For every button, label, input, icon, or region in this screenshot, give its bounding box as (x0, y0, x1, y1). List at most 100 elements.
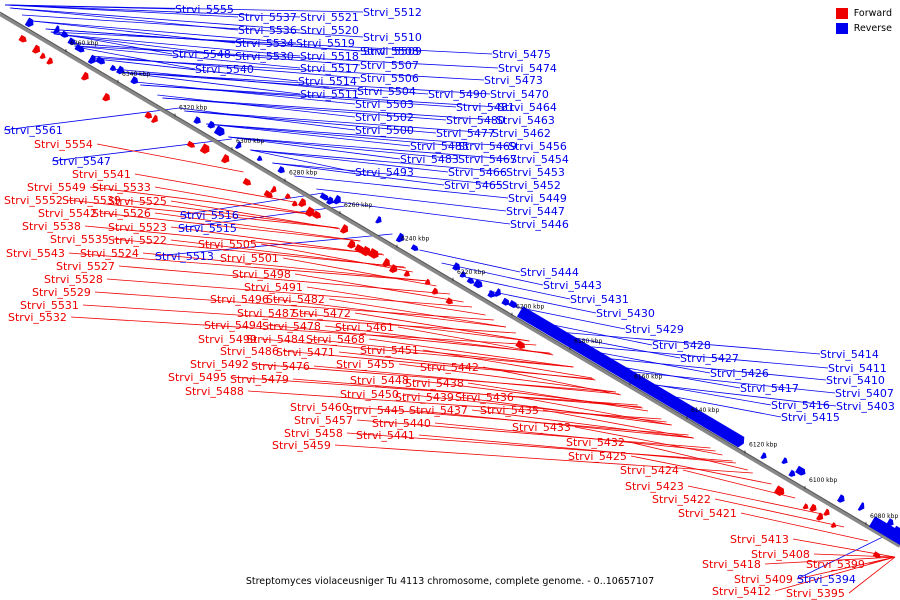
gene-label[interactable]: Strvi_5511 (300, 88, 359, 101)
gene-label[interactable]: Strvi_5408 (751, 548, 810, 561)
gene-label[interactable]: Strvi_5454 (510, 153, 569, 166)
gene-label[interactable]: Strvi_5481 (456, 101, 515, 114)
gene-label[interactable]: Strvi_5476 (251, 360, 310, 373)
gene-label[interactable]: Strvi_5517 (300, 62, 359, 75)
gene-label[interactable]: Strvi_5417 (740, 382, 799, 395)
gene-label[interactable]: Strvi_5470 (490, 88, 549, 101)
gene-label[interactable]: Strvi_5542 (38, 207, 97, 220)
gene-label[interactable]: Strvi_5469 (458, 140, 517, 153)
gene-label[interactable]: Strvi_5407 (835, 387, 894, 400)
gene-label[interactable]: Strvi_5513 (155, 250, 214, 263)
gene-label[interactable]: Strvi_5468 (306, 333, 365, 346)
gene-label[interactable]: Strvi_5414 (820, 348, 879, 361)
gene-label[interactable]: Strvi_5506 (360, 72, 419, 85)
gene-label[interactable]: Strvi_5479 (230, 373, 289, 386)
gene-label[interactable]: Strvi_5530 (235, 50, 294, 63)
gene-label[interactable]: Strvi_5459 (272, 439, 331, 452)
gene-label[interactable]: Strvi_5490 (428, 88, 487, 101)
gene-label[interactable]: Strvi_5429 (625, 323, 684, 336)
gene-label[interactable]: Strvi_5472 (292, 307, 351, 320)
gene-label[interactable]: Strvi_5525 (108, 195, 167, 208)
gene-label[interactable]: Strvi_5449 (508, 192, 567, 205)
gene-label[interactable]: Strvi_5536 (238, 24, 297, 37)
gene-labels[interactable]: Strvi_5555 Strvi_5537 Strvi_5521 Strvi_5512… (4, 3, 895, 600)
gene-label[interactable]: Strvi_5488 (185, 385, 244, 398)
gene-label[interactable]: Strvi_5487 (237, 307, 296, 320)
gene-label[interactable]: Strvi_5549 (27, 181, 86, 194)
gene-label[interactable]: Strvi_5458 (284, 427, 343, 440)
gene-label[interactable]: Strvi_5456 (508, 140, 567, 153)
gene-label[interactable]: Strvi_5462 (492, 127, 551, 140)
gene-label[interactable]: Strvi_5399 (806, 558, 865, 571)
gene-label[interactable]: Strvi_5416 (771, 399, 830, 412)
gene-label[interactable]: Strvi_5554 (34, 138, 93, 151)
gene-label[interactable]: Strvi_5415 (781, 411, 840, 424)
gene-label[interactable]: Strvi_5395 (786, 587, 845, 600)
gene-label[interactable]: Strvi_5528 (44, 273, 103, 286)
gene-label[interactable]: Strvi_5403 (836, 400, 895, 413)
gene-label[interactable]: Strvi_5394 (797, 573, 856, 586)
gene-label[interactable]: Strvi_5471 (276, 346, 335, 359)
gene-label[interactable]: Strvi_5450 (340, 388, 399, 401)
gene-label[interactable]: Strvi_5508 (360, 45, 419, 58)
gene-label[interactable]: Strvi_5465 (444, 179, 503, 192)
gene-label[interactable]: Strvi_5475 (492, 48, 551, 61)
gene-label[interactable]: Strvi_5440 (372, 417, 431, 430)
gene-label[interactable]: Strvi_5547 (52, 155, 111, 168)
gene-label[interactable]: Strvi_5477 (436, 127, 495, 140)
gene-label[interactable]: Strvi_5466 (448, 166, 507, 179)
gene-label[interactable]: Strvi_5507 (360, 59, 419, 72)
gene-label[interactable]: Strvi_5473 (484, 74, 543, 87)
gene-label[interactable]: Strvi_5480 (446, 114, 505, 127)
gene-label[interactable]: Strvi_5463 (496, 114, 555, 127)
gene-label[interactable]: Strvi_5493 (355, 166, 414, 179)
gene-label[interactable]: Strvi_5501 (220, 252, 279, 265)
gene-label[interactable]: Strvi_5464 (498, 101, 557, 114)
gene-label[interactable]: Strvi_5548 (172, 48, 231, 61)
gene-label[interactable]: Strvi_5483 (400, 153, 459, 166)
gene-label[interactable]: Strvi_5461 (335, 321, 394, 334)
gene-label[interactable]: Strvi_5431 (570, 293, 629, 306)
gene-label[interactable]: Strvi_5543 (6, 247, 65, 260)
gene-label[interactable]: Strvi_5520 (300, 24, 359, 37)
gene-label[interactable]: Strvi_5538 (22, 220, 81, 233)
gene-label[interactable]: Strvi_5503 (355, 98, 414, 111)
gene-label[interactable]: Strvi_5532 (8, 311, 67, 324)
gene-label[interactable]: Strvi_5418 (702, 558, 761, 571)
gene-label[interactable]: Strvi_5427 (680, 352, 739, 365)
gene-label[interactable]: Strvi_5498 (232, 268, 291, 281)
gene-label[interactable]: Strvi_5500 (355, 124, 414, 137)
gene-label[interactable]: Strvi_5505 (198, 238, 257, 251)
gene-label[interactable]: Strvi_5540 (195, 63, 254, 76)
gene-label[interactable]: Strvi_5478 (262, 320, 321, 333)
gene-label[interactable]: Strvi_5537 (238, 11, 297, 24)
gene-label[interactable]: Strvi_5529 (32, 286, 91, 299)
gene-label[interactable]: Strvi_5531 (20, 299, 79, 312)
gene-label[interactable]: Strvi_5514 (298, 75, 357, 88)
gene-label[interactable]: Strvi_5435 (480, 404, 539, 417)
gene-label[interactable]: Strvi_5409 (734, 573, 793, 586)
gene-label[interactable]: Strvi_5432 (566, 436, 625, 449)
gene-label[interactable]: Strvi_5499 (198, 333, 257, 346)
gene-label[interactable]: Strvi_5519 (296, 37, 355, 50)
gene-label[interactable]: Strvi_5424 (620, 464, 679, 477)
gene-label[interactable]: Strvi_5442 (420, 361, 479, 374)
gene-label[interactable]: Strvi_5522 (108, 234, 167, 247)
gene-label[interactable]: Strvi_5535 (50, 233, 109, 246)
gene-label[interactable]: Strvi_5552 (4, 194, 63, 207)
gene-label[interactable]: Strvi_5482 (266, 293, 325, 306)
gene-label[interactable]: Strvi_5436 (455, 391, 514, 404)
gene-label[interactable]: Strvi_5446 (510, 218, 569, 231)
gene-label[interactable]: Strvi_5444 (520, 266, 579, 279)
gene-label[interactable]: Strvi_5410 (826, 374, 885, 387)
gene-label[interactable]: Strvi_5439 (395, 391, 454, 404)
gene-label[interactable]: Strvi_5457 (294, 414, 353, 427)
gene-label[interactable]: Strvi_5485 (410, 140, 469, 153)
gene-label[interactable]: Strvi_5447 (506, 205, 565, 218)
gene-label[interactable]: Strvi_5443 (543, 279, 602, 292)
gene-label[interactable]: Strvi_5423 (625, 480, 684, 493)
gene-label[interactable]: Strvi_5494 (204, 319, 263, 332)
gene-label[interactable]: Strvi_5438 (405, 377, 464, 390)
gene-label[interactable]: Strvi_5502 (355, 111, 414, 124)
gene-label[interactable]: Strvi_5425 (568, 450, 627, 463)
